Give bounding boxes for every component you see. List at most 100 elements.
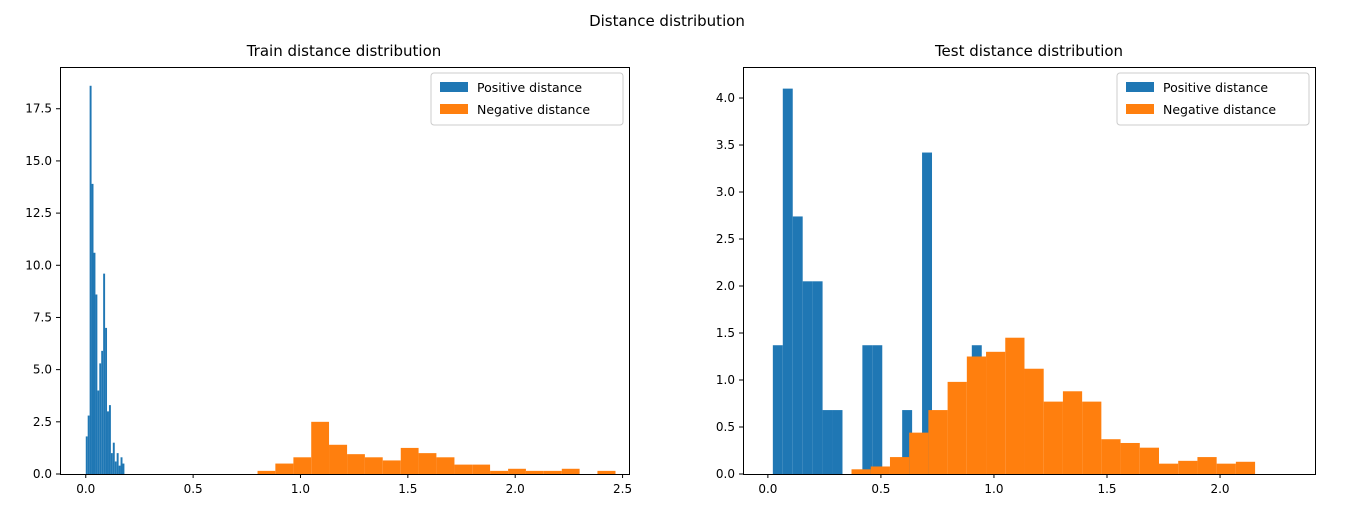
train-series-1-bar-17: [116, 453, 119, 474]
train-series-2-bar-10: [418, 453, 437, 474]
train-series-1-bar-6: [95, 294, 98, 474]
train-series-2-bar-8: [382, 460, 401, 474]
train-ytick-label-4: 7.5: [33, 310, 52, 324]
train-series-1-bar-9: [101, 350, 104, 474]
test-series-1-bar-1: [772, 345, 783, 474]
train-xtick-label-5: 2.0: [506, 482, 525, 496]
train-legend-swatch-1: [440, 82, 468, 92]
train-series-1-bar-20: [122, 463, 125, 474]
test-xtick-label-3: 1.0: [984, 482, 1003, 496]
test-series-2-bar-2: [870, 466, 890, 474]
train-series-2-bar-2: [275, 463, 294, 474]
test-series-2-bar-5: [928, 410, 948, 474]
train-series-2-bar-1: [257, 470, 276, 474]
train-ytick-label-5: 10.0: [25, 258, 52, 272]
train-axes-frame: [60, 67, 630, 475]
train-series-2-bar-11: [436, 457, 455, 474]
train-series-2-bar-18: [561, 468, 580, 474]
train-xtick-label-1: 0.0: [76, 482, 95, 496]
test-series-1-bar-3: [792, 216, 803, 474]
train-ytick-label-7: 15.0: [25, 154, 52, 168]
train-series-1-bar-19: [120, 457, 123, 474]
train-series-1-bar-18: [118, 465, 121, 474]
train-series-2-bar-4: [311, 421, 330, 474]
test-series-2-bar-16: [1139, 447, 1159, 474]
train-series-1-bar-12: [107, 411, 109, 474]
test-series-2-bar-13: [1082, 401, 1102, 474]
train-series-2-bar-17: [543, 470, 562, 474]
train-series-2-bar-12: [454, 464, 473, 474]
test-legend-box: [1116, 72, 1310, 126]
test-series-2-bar-12: [1062, 391, 1083, 474]
test-series-2-bar-15: [1120, 442, 1140, 474]
test-histogram: Test distance distribution 0.0 0.5 1.0 1.5 2…: [716, 42, 1316, 496]
train-series-2-bar-9: [400, 447, 419, 474]
test-ytick-label-2: 0.5: [716, 420, 735, 434]
test-legend: Positive distance Negative distance: [1116, 72, 1310, 126]
test-series-1-bar-4: [802, 281, 813, 474]
train-series-1-bar-10: [103, 273, 106, 474]
test-series-2-bar-1: [851, 469, 871, 474]
train-xtick-label-6: 2.5: [613, 482, 632, 496]
train-series-1-bar-11: [105, 327, 108, 474]
test-series-1-bar-5: [812, 281, 823, 474]
test-series-2-bar-14: [1101, 439, 1121, 474]
train-series-1-bar-1: [85, 436, 88, 474]
test-series-1-bar-10: [862, 345, 873, 474]
train-ytick-label-6: 12.5: [25, 206, 52, 220]
test-ytick-label-1: 0.0: [716, 467, 735, 481]
train-ytick-label-8: 17.5: [25, 102, 52, 116]
train-legend: Positive distance Negative distance: [430, 72, 624, 126]
train-series-2-bar-5: [329, 444, 348, 474]
train-series-2-bar-15: [508, 468, 526, 474]
test-series-2-bar-7: [966, 356, 987, 474]
train-series-1-bar-13: [108, 405, 111, 474]
test-axes: 0.0 0.5 1.0 1.5 2.0 0.0 0.5 1.0 1.5 2.0 2.5 3.0 3.5 4…: [716, 67, 1316, 496]
train-series-2-bar-7: [364, 457, 383, 474]
test-legend-swatch-1: [1126, 82, 1154, 92]
train-xtick-label-3: 1.0: [291, 482, 310, 496]
train-series-1-bar-2: [87, 415, 90, 474]
test-series-1-bar-2: [782, 88, 793, 475]
test-series-2-bar-4: [909, 432, 929, 474]
train-series-2-bar-16: [525, 470, 544, 474]
test-series-1-bar-16: [922, 152, 933, 475]
train-legend-label-2: Negative distance: [477, 102, 590, 117]
test-ytick-label-8: 3.5: [716, 138, 735, 152]
test-bars: [772, 88, 1256, 475]
train-series-2-bar-6: [347, 454, 365, 474]
train-axes: 0.0 0.5 1.0 1.5 2.0 2.5 0.0 2.5 5.0 7.5 10.0 12.5 15…: [25, 67, 632, 496]
test-ytick-label-9: 4.0: [716, 91, 735, 105]
test-series-2-bar-20: [1216, 463, 1236, 474]
test-series-2-bar-19: [1197, 457, 1217, 474]
train-ytick-label-3: 5.0: [33, 363, 52, 377]
test-legend-label-1: Positive distance: [1163, 80, 1268, 95]
train-chart-title: Train distance distribution: [246, 42, 442, 60]
test-legend-swatch-2: [1126, 104, 1154, 114]
train-series-1-bar-4: [91, 183, 94, 474]
test-xtick-label-5: 2.0: [1210, 482, 1229, 496]
train-ytick-label-2: 2.5: [33, 415, 52, 429]
test-xtick-label-1: 0.0: [758, 482, 777, 496]
train-histogram: Train distance distribution 0.0 0.5 1.0 1.5…: [25, 42, 632, 496]
test-series-2-bar-11: [1043, 401, 1063, 474]
train-series-2-bar-3: [293, 457, 312, 474]
train-legend-label-1: Positive distance: [477, 80, 582, 95]
train-xtick-label-2: 0.5: [184, 482, 203, 496]
train-ytick-label-1: 0.0: [33, 467, 52, 481]
test-series-1-bar-14: [902, 410, 913, 474]
test-series-1-bar-11: [872, 345, 883, 474]
train-series-1-bar-16: [114, 461, 117, 474]
test-series-2-bar-3: [889, 457, 910, 474]
train-series-2-bar-14: [490, 470, 509, 474]
test-xtick-label-4: 1.5: [1097, 482, 1116, 496]
train-series-1-bar-7: [97, 390, 100, 474]
train-series-2-bar-20: [597, 470, 616, 474]
test-legend-label-2: Negative distance: [1163, 102, 1276, 117]
test-series-2-bar-9: [1005, 337, 1025, 474]
test-series-2-bar-17: [1159, 463, 1179, 474]
train-legend-box: [430, 72, 624, 126]
figure-suptitle: Distance distribution: [589, 12, 745, 30]
test-axes-frame: [743, 67, 1316, 475]
